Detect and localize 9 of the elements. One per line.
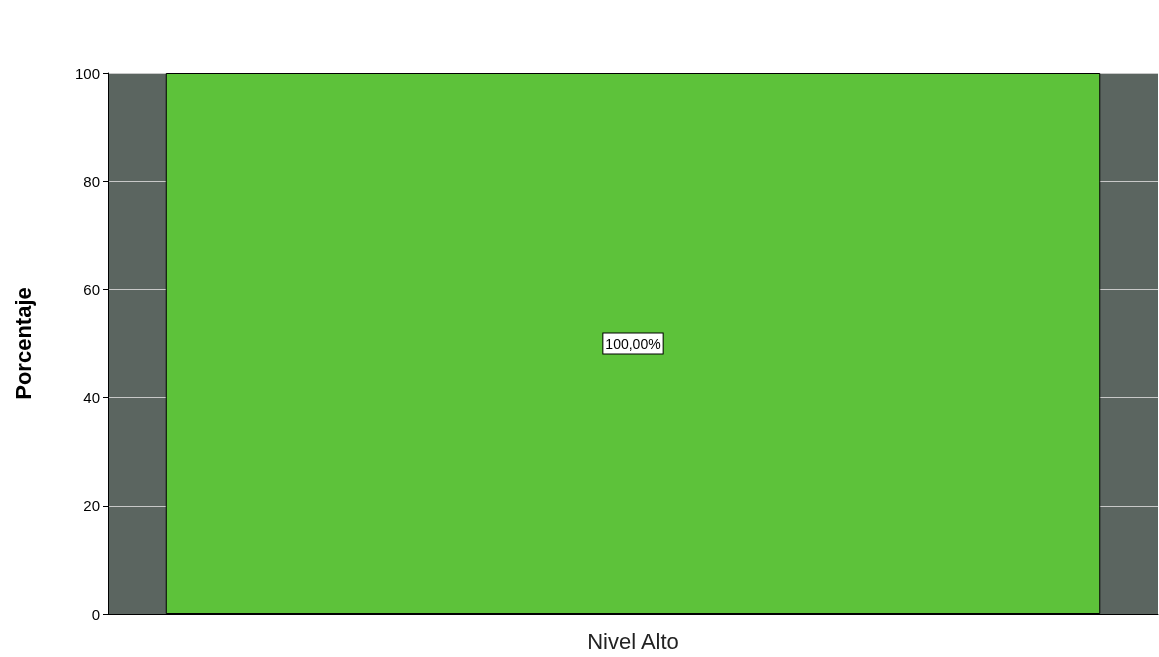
y-axis-title: Porcentaje [10, 287, 36, 400]
y-tick-label: 0 [91, 605, 100, 623]
x-tick-label: Nivel Alto [587, 628, 679, 654]
y-tick-label: 80 [83, 172, 100, 190]
data-label: 100,00% [605, 335, 661, 352]
y-tick-label: 60 [83, 280, 100, 298]
y-tick-label: 20 [83, 497, 100, 515]
y-tick-label: 40 [83, 389, 100, 407]
y-tick-label: 100 [74, 64, 100, 82]
